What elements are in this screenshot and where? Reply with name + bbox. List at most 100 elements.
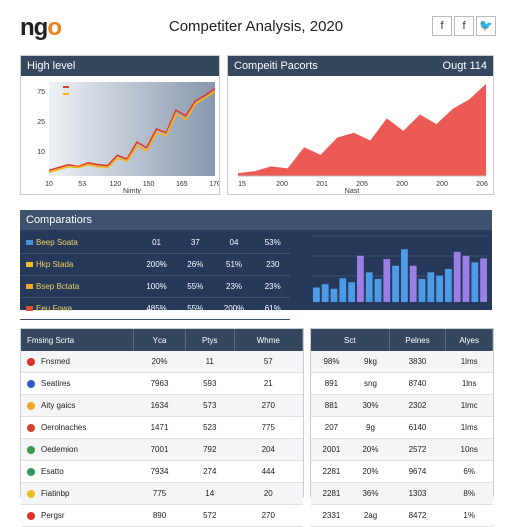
column-header: Whme (234, 329, 304, 351)
row-name: Oerolnaches (41, 423, 87, 432)
bar (401, 249, 408, 302)
table-cell: 270 (234, 394, 303, 417)
table-row: Hkp Stada 200% 26% 51% 230 (20, 253, 290, 276)
table-cell: 2331 (311, 504, 352, 527)
table-cell: 37 (178, 232, 213, 254)
table-cell: 891 (311, 372, 352, 395)
table-cell: 1lms (445, 351, 493, 373)
table-cell: 8472 (389, 504, 446, 527)
table-cell: 1lmc (445, 394, 493, 417)
table-cell: 10ns (445, 438, 493, 461)
table-cell: 2281 (311, 460, 352, 483)
status-dot (27, 357, 35, 366)
table-cell: 26% (178, 253, 213, 276)
table-row: 881 30% 2302 1lmc (311, 394, 493, 417)
x-axis-title: Nast (345, 188, 359, 194)
table-row: Fnsmed 20% 11 57 (21, 351, 303, 373)
table-cell: 881 (311, 394, 352, 417)
swatch (26, 240, 33, 246)
social-button[interactable]: 🐦 (476, 16, 496, 36)
status-dot (27, 445, 35, 454)
row-name-cell: Oedemion (21, 438, 134, 461)
y-tick-label: 10 (37, 149, 45, 156)
table-row: Oedemion 7001 792 204 (21, 438, 303, 461)
panel-title: High level (27, 60, 76, 72)
table-row: 207 9g 6140 1lms (311, 416, 493, 439)
table-cell: 3830 (389, 351, 446, 373)
plot-bg (49, 82, 215, 176)
left-table: Fmsing Scrta Yca Ptys Whme Fnsmed 20% 11 57 Seat… (21, 329, 304, 527)
table-row: 2331 2ag 8472 1% (311, 504, 493, 527)
logo: ngo (20, 14, 62, 42)
swatch (26, 306, 33, 312)
status-dot (27, 379, 35, 388)
row-name-cell: Pergsr (21, 504, 134, 527)
row-name-cell: Beep Soata (20, 232, 136, 254)
x-tick-label: 150 (143, 181, 155, 188)
column-header: Yca (133, 329, 186, 351)
table-cell: 200% (135, 253, 179, 276)
row-name-cell: Hkp Stada (20, 253, 136, 276)
bar (339, 278, 347, 302)
line-chart: 75 25 10 10 53 120 150 165 170 Nimty (37, 82, 219, 194)
column-header: Fmsing Scrta (21, 329, 135, 351)
social-button[interactable]: f (432, 16, 452, 36)
table-row: Beep Soata 01 37 04 53% (20, 232, 290, 254)
x-tick-label: 53 (78, 181, 86, 188)
row-name: Eeu Fowa (36, 304, 73, 313)
table-row: Oerolnaches 1471 523 775 (21, 416, 303, 439)
area-panel: Compeiti Pacorts Ougt 114 15 200 201 205 200 2… (227, 55, 494, 195)
row-name: Seatires (41, 379, 71, 388)
table-cell: 775 (133, 482, 186, 505)
table-cell: 200% (212, 297, 256, 320)
table-row: Bsep Bctata 100% 55% 23% 23% (20, 275, 290, 298)
area-chart: 15 200 201 205 200 200 206 Nast (238, 83, 488, 194)
table-cell: 20% (133, 351, 186, 373)
bar (480, 258, 487, 302)
table-cell: 2001 (311, 438, 352, 461)
panel-title: Compeiti Pacorts (234, 60, 318, 72)
table-cell: 444 (234, 460, 303, 483)
table-cell: 55% (178, 275, 213, 298)
table-row: 2001 20% 2572 10ns (311, 438, 493, 461)
table-cell: 100% (135, 275, 179, 298)
left-table-panel: Fmsing Scrta Yca Ptys Whme Fnsmed 20% 11 57 Seat… (20, 328, 304, 527)
bar-chart (312, 235, 488, 302)
table-cell: 890 (133, 504, 186, 527)
table-cell: 51% (212, 253, 256, 276)
x-tick-label: 206 (476, 181, 488, 188)
table-row: Fiatinbp 775 14 20 (21, 482, 303, 505)
row-name: Aity gaics (41, 401, 76, 410)
table-row: Pergsr 890 572 270 (21, 504, 303, 527)
table-cell: 61% (255, 297, 290, 320)
table-cell: 1lns (445, 372, 493, 395)
row-name-cell: Esatto (21, 460, 134, 483)
row-name: Bsep Bctata (36, 282, 80, 291)
bar (348, 282, 355, 302)
swatch (26, 262, 33, 268)
area (238, 83, 486, 176)
table-cell: 230 (255, 253, 290, 276)
table-cell: 1% (445, 504, 493, 527)
bar (365, 272, 373, 302)
table-cell: 04 (212, 232, 256, 254)
logo-accent: o (47, 14, 62, 41)
table-cell: 523 (185, 416, 235, 439)
legend-swatch (63, 86, 69, 88)
social-button[interactable]: f (454, 16, 474, 36)
bar (471, 262, 479, 302)
bar (392, 265, 399, 302)
column-header: Pelnes (389, 329, 447, 351)
table-cell: 2281 (311, 482, 352, 505)
x-tick-label: 200 (396, 181, 408, 188)
x-tick-label: 170 (209, 181, 219, 188)
x-axis-title: Nimty (123, 188, 141, 194)
logo-text: ng (20, 14, 48, 41)
bar (427, 272, 435, 302)
y-tick-label: 75 (37, 89, 45, 96)
page-title: Competiter Analysis, 2020 (168, 18, 344, 35)
table-cell: 8% (445, 482, 493, 505)
table-cell: 6140 (389, 416, 446, 439)
panel-header: Comparatiors (20, 210, 492, 230)
table-cell: 485% (135, 297, 179, 320)
